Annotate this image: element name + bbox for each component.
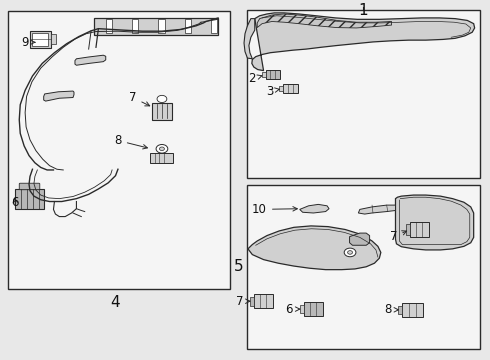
Circle shape [159,147,164,150]
Circle shape [156,144,168,153]
Bar [94,18,218,35]
Text: 4: 4 [111,296,121,310]
Bar [283,84,298,93]
Polygon shape [75,55,106,65]
Text: 5: 5 [234,258,244,274]
Bar [132,19,138,33]
Polygon shape [349,233,369,245]
Polygon shape [300,204,329,213]
Text: 8: 8 [115,134,147,149]
Bar [410,222,429,237]
Text: 7: 7 [236,295,250,308]
Bar [30,31,50,48]
Circle shape [344,248,356,257]
Polygon shape [257,14,392,28]
Circle shape [347,251,352,254]
Text: 7: 7 [129,91,149,106]
Bar [402,303,423,317]
Text: 3: 3 [266,85,279,98]
Polygon shape [358,205,395,214]
Bar [266,70,280,79]
Bar [15,189,44,209]
Bar [300,305,304,314]
Polygon shape [252,13,475,71]
Bar [304,302,323,316]
Text: 10: 10 [252,203,297,216]
Bar [254,294,273,309]
Text: 9: 9 [21,36,35,49]
Bar [398,306,402,314]
Bar [152,103,171,120]
Bar [247,10,480,178]
Bar [279,86,283,91]
Polygon shape [395,195,474,250]
Bar [150,153,173,163]
Bar [8,12,230,289]
Bar [250,297,254,306]
Polygon shape [244,19,255,59]
Polygon shape [44,91,74,101]
Text: 2: 2 [248,72,262,85]
Polygon shape [248,226,381,270]
Bar [247,185,480,348]
Bar [211,19,217,33]
Circle shape [157,95,167,103]
Bar [106,19,112,33]
Text: 6: 6 [11,196,19,209]
FancyBboxPatch shape [19,183,40,190]
Bar [158,19,165,33]
Bar [50,35,56,44]
Text: 8: 8 [384,303,398,316]
Bar [185,19,191,33]
Text: 6: 6 [285,303,300,316]
Text: 7: 7 [390,230,407,243]
Text: 1: 1 [358,3,368,18]
Bar [406,225,410,234]
Bar [32,33,48,46]
Bar [262,72,266,77]
